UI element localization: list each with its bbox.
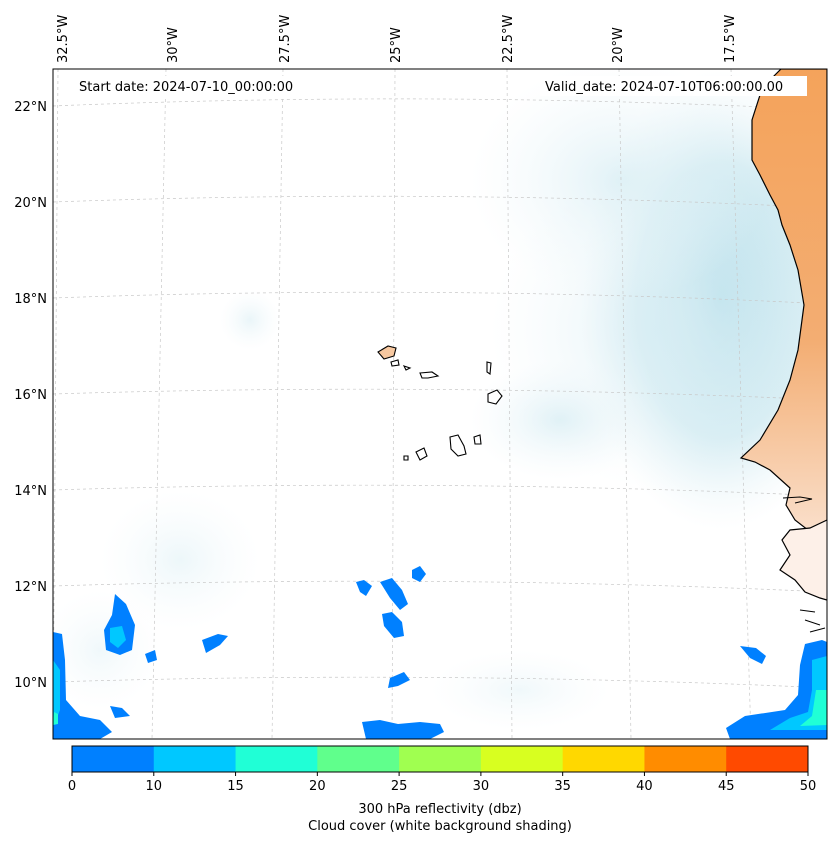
reflectivity-cell bbox=[388, 672, 410, 688]
colorbar-tick-label: 15 bbox=[227, 779, 244, 794]
colorbar-segment bbox=[235, 746, 318, 772]
reflectivity-cell bbox=[145, 650, 157, 663]
map-frame bbox=[52, 68, 828, 740]
island-sao-nicolau bbox=[419, 371, 440, 379]
lon-tick-label: 30°W bbox=[166, 27, 181, 63]
reflectivity-cell bbox=[380, 578, 408, 610]
colorbar-tick-label: 25 bbox=[391, 779, 408, 794]
cloud-area bbox=[470, 360, 650, 480]
colorbar-tick-label: 20 bbox=[309, 779, 326, 794]
colorbar-label: 300 hPa reflectivity (dbz) bbox=[358, 802, 521, 817]
valid-date-box bbox=[540, 76, 807, 96]
colorbar-sublabel: Cloud cover (white background shading) bbox=[308, 819, 572, 834]
cloud-area bbox=[430, 650, 610, 730]
reflectivity-cell bbox=[53, 632, 112, 739]
longitude-ticks: 32.5°W 30°W 27.5°W 25°W 22.5°W 20°W 17.5… bbox=[56, 15, 738, 63]
lon-tick-label: 32.5°W bbox=[56, 15, 71, 63]
cloud-area bbox=[220, 290, 280, 350]
lon-tick-label: 22.5°W bbox=[501, 15, 516, 63]
lat-tick-label: 20°N bbox=[14, 196, 47, 211]
colorbar-tick-label: 0 bbox=[68, 779, 76, 794]
island-sal bbox=[486, 361, 492, 375]
colorbar-tick-label: 30 bbox=[473, 779, 490, 794]
colorbar-tick-label: 40 bbox=[636, 779, 653, 794]
lat-tick-label: 14°N bbox=[14, 484, 47, 499]
island-brava bbox=[403, 455, 409, 461]
lat-tick-label: 22°N bbox=[14, 100, 47, 115]
coast-gambia bbox=[782, 496, 813, 504]
lat-tick-label: 12°N bbox=[14, 580, 47, 595]
lat-tick-label: 10°N bbox=[14, 676, 47, 691]
lat-tick-label: 16°N bbox=[14, 388, 47, 403]
africa-landmass bbox=[739, 69, 827, 561]
colorbar-segment bbox=[562, 746, 645, 772]
island-santiago bbox=[449, 434, 467, 457]
island-santa-luzia bbox=[402, 365, 412, 371]
reflectivity-cell bbox=[382, 612, 404, 638]
colorbar-frame bbox=[71, 745, 809, 773]
colorbar-segment bbox=[726, 746, 809, 772]
reflectivity-cell bbox=[740, 646, 766, 664]
reflectivity-cell bbox=[53, 660, 60, 725]
valid-date-label: Valid_date: 2024-07-10T06:00:00.00 bbox=[545, 80, 783, 95]
island-maio bbox=[473, 434, 482, 445]
lat-tick-label: 18°N bbox=[14, 292, 47, 307]
start-date-label: Start date: 2024-07-10_00:00:00 bbox=[79, 80, 293, 95]
latitude-ticks: 22°N 20°N 18°N 16°N 14°N 12°N 10°N bbox=[14, 100, 47, 691]
reflectivity-cell bbox=[110, 706, 130, 718]
colorbar-segment bbox=[72, 746, 155, 772]
lon-tick-label: 27.5°W bbox=[278, 15, 293, 63]
coast-bissagos bbox=[799, 609, 826, 633]
start-date-box bbox=[74, 76, 314, 96]
colorbar-tick-label: 50 bbox=[800, 779, 817, 794]
cloud-area bbox=[100, 490, 260, 630]
colorbar-segment bbox=[399, 746, 482, 772]
island-fogo bbox=[415, 447, 428, 461]
reflectivity-cell bbox=[202, 634, 228, 653]
colorbar: 0 10 15 20 25 30 35 40 45 50 bbox=[68, 745, 817, 794]
lon-tick-label: 20°W bbox=[611, 27, 626, 63]
lon-tick-label: 17.5°W bbox=[723, 15, 738, 63]
coast-south bbox=[779, 519, 827, 601]
reflectivity-cells bbox=[53, 566, 827, 739]
colorbar-segment bbox=[317, 746, 400, 772]
cloud-cover-shading bbox=[53, 69, 827, 730]
cape-verde-islands bbox=[377, 345, 503, 461]
island-santo-antao bbox=[377, 345, 397, 360]
island-boa-vista bbox=[487, 389, 503, 405]
map-layers bbox=[53, 69, 827, 739]
reflectivity-cell bbox=[356, 580, 372, 596]
reflectivity-cell bbox=[800, 690, 827, 726]
colorbar-segment bbox=[644, 746, 727, 772]
reflectivity-cell bbox=[412, 566, 426, 582]
colorbar-tick-label: 10 bbox=[146, 779, 163, 794]
colorbar-segment bbox=[480, 746, 564, 772]
reflectivity-cell bbox=[110, 626, 126, 648]
lon-tick-label: 25°W bbox=[389, 27, 404, 63]
reflectivity-cell bbox=[362, 720, 444, 739]
island-sao-vicente bbox=[390, 359, 400, 367]
reflectivity-cell bbox=[53, 712, 58, 725]
cloud-area bbox=[470, 69, 770, 300]
colorbar-segment bbox=[153, 746, 237, 772]
colorbar-tick-label: 45 bbox=[718, 779, 735, 794]
colorbar-tick-label: 35 bbox=[554, 779, 571, 794]
